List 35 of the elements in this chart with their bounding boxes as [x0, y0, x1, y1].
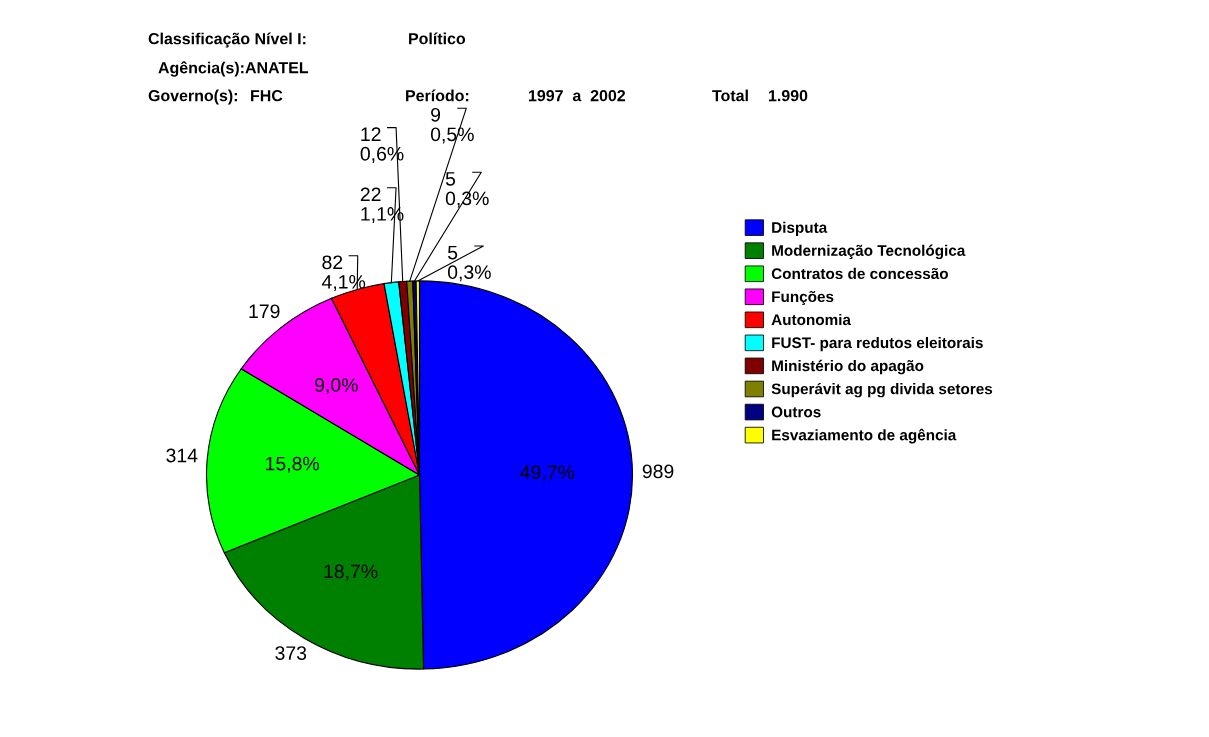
- text: 1997 a 2002: [529, 89, 626, 102]
- legend-label: Ministério do apagão: [772, 359, 924, 375]
- legend-label: Esvaziamento de agência: [772, 428, 957, 444]
- text: 15,8%: [266, 456, 320, 473]
- legend-label: Outros: [771, 406, 821, 418]
- data-label: 314: [166, 448, 198, 463]
- legend-label: Disputa: [772, 221, 828, 236]
- data-label: 12: [361, 127, 381, 141]
- data-label: 179: [249, 304, 280, 319]
- text: Agência(s):: [158, 61, 244, 77]
- text: 18,7%: [324, 564, 378, 581]
- data-label: 5: [447, 245, 458, 260]
- text: 9,0%: [315, 378, 358, 395]
- text: Total: [712, 89, 748, 102]
- text: 1.990: [769, 89, 808, 102]
- legend-label: Modernização Tecnológica: [772, 244, 966, 260]
- text: Classificação Nível I:: [148, 32, 306, 48]
- data-label: 989: [642, 464, 674, 479]
- data-label: 82: [322, 255, 343, 270]
- text: FHC: [251, 89, 283, 102]
- text: ANATEL: [245, 62, 309, 74]
- text: 49,7%: [520, 465, 575, 482]
- legend-label: Funções: [772, 290, 834, 306]
- data-label: 5: [445, 172, 456, 186]
- text: Período:: [406, 89, 469, 102]
- data-label: 22: [360, 187, 381, 202]
- data-label: 9: [431, 107, 441, 122]
- legend-label: Superávit ag pg divida setores: [771, 382, 993, 398]
- data-label: 373: [275, 646, 307, 660]
- text: Governo(s):: [148, 89, 237, 105]
- text: Político: [409, 32, 466, 45]
- legend-label: FUST- para redutos eleitorais: [772, 336, 983, 352]
- text: 0,3%: [447, 265, 491, 282]
- legend-label: Autonomia: [771, 313, 852, 326]
- legend-label: Contratos de concessão: [771, 267, 949, 280]
